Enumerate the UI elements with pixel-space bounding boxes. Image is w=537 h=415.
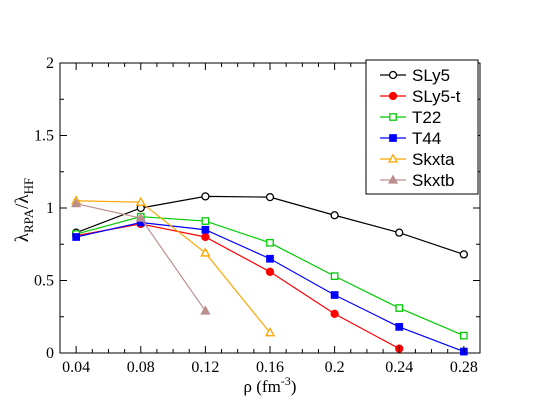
x-tick-label: 0.24 (385, 359, 413, 376)
x-tick-label: 0.04 (62, 359, 90, 376)
data-point (265, 267, 275, 276)
data-point (135, 196, 146, 206)
legend-label: SLy5 (412, 66, 450, 85)
y-axis-label-lambda1: λ (12, 232, 33, 242)
legend-label: Skxta (412, 150, 455, 169)
data-point (330, 211, 339, 220)
y-tick-label: 1.5 (34, 128, 54, 145)
x-axis-label-sup: -3 (281, 374, 291, 388)
data-point (266, 238, 274, 247)
x-tick-label: 0.28 (450, 359, 478, 376)
y-axis-label-sub1: RPA (21, 208, 36, 233)
legend-marker (387, 174, 399, 184)
data-point (330, 272, 339, 281)
x-tick-label: 0.16 (256, 359, 284, 376)
data-point (266, 254, 274, 263)
data-point (395, 228, 404, 237)
series-line (76, 223, 400, 350)
x-axis-label-end: ) (291, 377, 297, 396)
data-point (459, 331, 468, 340)
y-tick-label: 0.5 (34, 273, 54, 290)
y-axis-label: λRPA/λHF (12, 178, 36, 242)
x-tick-label: 0.08 (127, 359, 155, 376)
data-point (395, 304, 404, 312)
series-t44 (72, 218, 468, 356)
legend-entry: SLy5 (380, 66, 450, 85)
series-layer (71, 192, 468, 356)
data-point (71, 198, 82, 208)
series-line (76, 200, 271, 334)
data-point (264, 327, 276, 337)
legend-label: SLy5-t (412, 87, 461, 106)
y-tick-label: 0 (46, 345, 54, 362)
legend-entry: Skxtb (380, 171, 455, 190)
data-point (201, 217, 210, 225)
data-point (201, 225, 210, 234)
legend-label: Skxtb (412, 171, 455, 190)
series-skxta (71, 195, 276, 337)
legend-box (365, 59, 479, 195)
legend-marker (388, 70, 398, 80)
legend-label: T44 (412, 129, 441, 148)
data-point (459, 250, 468, 259)
series-skxtb (71, 198, 211, 315)
legend-marker (388, 91, 398, 101)
x-tick-label: 0.2 (325, 359, 345, 376)
legend-entry: Skxta (380, 150, 455, 169)
legend-marker (389, 134, 397, 142)
data-point (135, 212, 146, 222)
data-point (201, 192, 210, 201)
legend-marker (389, 113, 397, 121)
legend: SLy5 SLy5-t T22 T44 Skxta Skxtb (365, 59, 479, 195)
x-tick-label: 0.12 (191, 359, 219, 376)
series-sly5-t (72, 219, 404, 353)
data-point (72, 233, 81, 241)
y-axis-label-mid: /λ (12, 194, 33, 209)
x-axis-label-main: ρ (fm (244, 377, 281, 396)
data-point (201, 232, 210, 242)
data-point (200, 305, 211, 315)
data-point (330, 291, 339, 299)
legend-entry: T44 (380, 129, 441, 148)
legend-entry: T22 (380, 108, 441, 127)
data-point (200, 247, 211, 257)
legend-marker (387, 153, 399, 163)
data-point (395, 323, 404, 331)
x-axis-label: ρ (fm-3) (244, 374, 297, 396)
data-point (265, 192, 275, 202)
data-point (330, 309, 339, 319)
series-t22 (72, 212, 468, 340)
legend-label: T22 (412, 108, 441, 127)
y-axis-label-sub2: HF (21, 178, 36, 195)
y-tick-label: 2 (46, 55, 54, 72)
y-tick-label: 1 (46, 200, 54, 217)
legend-entry: SLy5-t (380, 87, 461, 106)
